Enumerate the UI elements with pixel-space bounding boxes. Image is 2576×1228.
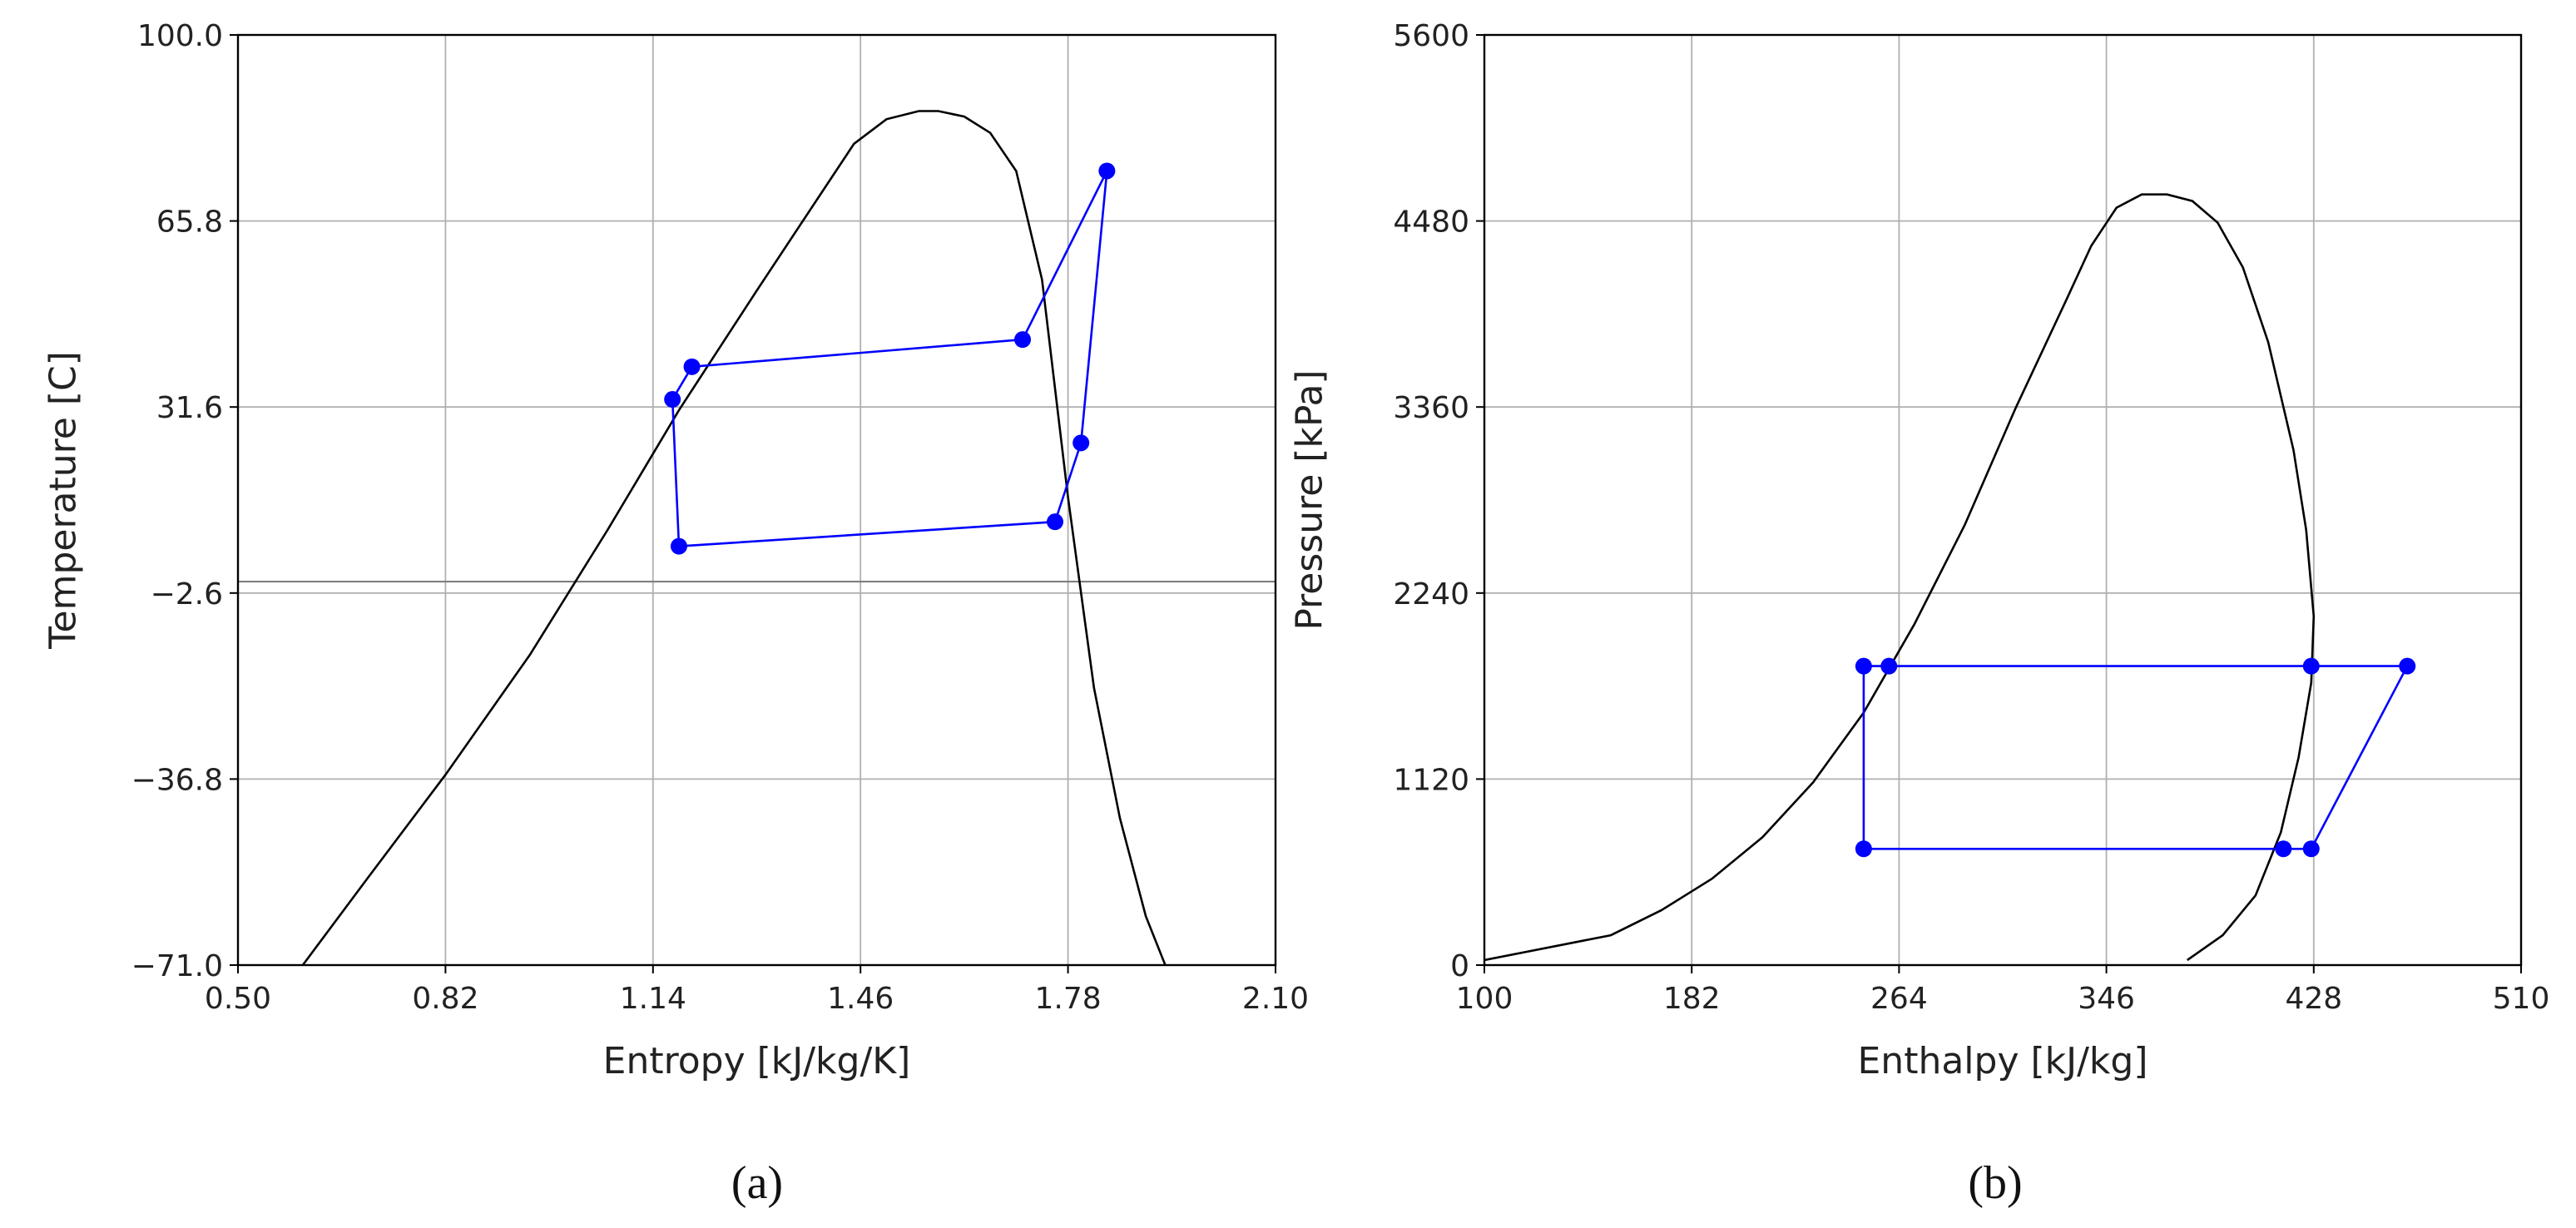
cycle-state-point bbox=[1855, 657, 1872, 675]
cycle-state-point bbox=[670, 537, 687, 555]
cycle-state-point bbox=[1047, 513, 1064, 531]
panel-a-cycle-line bbox=[671, 170, 1108, 547]
y-tick-label: 0 bbox=[1450, 949, 1469, 983]
y-tick-label: 3360 bbox=[1393, 391, 1469, 425]
panel-b-grid bbox=[1484, 34, 2522, 966]
panel-b-ticks bbox=[1476, 34, 2522, 973]
x-tick-label: 510 bbox=[2493, 982, 2550, 1016]
panel-a-cycle-markers bbox=[664, 162, 1116, 555]
y-tick-label: −2.6 bbox=[151, 577, 223, 612]
x-tick-label: 1.14 bbox=[620, 982, 686, 1016]
x-tick-label: 1.46 bbox=[827, 982, 894, 1016]
panel-b-plot-area bbox=[1484, 193, 2416, 962]
panel-b-x-axis-label: Enthalpy [kJ/kg] bbox=[1858, 1040, 2148, 1082]
panel-a-caption: (a) bbox=[731, 1157, 783, 1209]
cycle-state-point bbox=[1098, 162, 1116, 180]
y-tick-label: 2240 bbox=[1393, 577, 1469, 612]
panel-a-plot-frame bbox=[236, 33, 1277, 967]
panel-b-x-tick-labels: 100 182 264 346 428 510 bbox=[1456, 982, 2550, 1016]
x-tick-label: 0.82 bbox=[412, 982, 478, 1016]
y-tick-label: 65.8 bbox=[156, 205, 223, 240]
panel-a-y-tick-labels: −71.0 −36.8 −2.6 31.6 65.8 100.0 bbox=[131, 19, 223, 983]
x-tick-label: 428 bbox=[2285, 982, 2342, 1016]
x-tick-label: 1.78 bbox=[1035, 982, 1102, 1016]
y-tick-label: 5600 bbox=[1393, 19, 1469, 53]
x-tick-label: 0.50 bbox=[205, 982, 271, 1016]
panel-a-saturation-dome-line bbox=[301, 110, 1167, 965]
panel-b-caption: (b) bbox=[1968, 1157, 2022, 1209]
y-tick-label: 4480 bbox=[1393, 205, 1469, 240]
panel-b-plot-frame bbox=[1483, 33, 2523, 967]
panel-b-y-tick-labels: 0 1120 2240 3360 4480 5600 bbox=[1393, 19, 1469, 983]
panel-a-x-axis-label: Entropy [kJ/kg/K] bbox=[603, 1040, 911, 1082]
panel-a-chart: 0.50 0.82 1.14 1.46 1.78 2.10 −71.0 −36.… bbox=[42, 19, 1310, 1209]
panel-a-x-tick-labels: 0.50 0.82 1.14 1.46 1.78 2.10 bbox=[205, 982, 1309, 1016]
cycle-state-point bbox=[1014, 331, 1032, 349]
cycle-state-point bbox=[664, 391, 681, 409]
cycle-state-point bbox=[2275, 840, 2292, 858]
panel-b-chart: 100 182 264 346 428 510 0 1120 2240 3360… bbox=[1289, 19, 2550, 1209]
cycle-state-point bbox=[2399, 657, 2416, 675]
panel-b-saturation-dome-line bbox=[1484, 193, 2316, 962]
cycle-state-point bbox=[1073, 434, 1090, 452]
panel-a-plot-area bbox=[301, 110, 1167, 965]
x-tick-label: 182 bbox=[1663, 982, 1721, 1016]
y-tick-label: −36.8 bbox=[131, 763, 223, 797]
y-tick-label: 31.6 bbox=[156, 391, 223, 425]
cycle-state-point bbox=[2302, 840, 2320, 858]
y-tick-label: −71.0 bbox=[131, 949, 223, 983]
panel-a-y-axis-label: Temperature [C] bbox=[42, 351, 85, 650]
panel-b-cycle-line bbox=[1862, 665, 2410, 850]
panel-a-ticks bbox=[230, 34, 1276, 973]
cycle-state-point bbox=[1855, 840, 1872, 858]
x-tick-label: 100 bbox=[1456, 982, 1513, 1016]
x-tick-label: 264 bbox=[1870, 982, 1928, 1016]
cycle-state-point bbox=[2302, 657, 2320, 675]
panel-b-cycle-markers bbox=[1855, 657, 2416, 858]
x-tick-label: 346 bbox=[2078, 982, 2135, 1016]
panel-a-grid bbox=[237, 34, 1276, 966]
panel-b-y-axis-label: Pressure [kPa] bbox=[1289, 369, 1331, 630]
cycle-state-point bbox=[683, 358, 701, 375]
y-tick-label: 1120 bbox=[1393, 763, 1469, 797]
cycle-state-point bbox=[1880, 657, 1898, 675]
x-tick-label: 2.10 bbox=[1242, 982, 1309, 1016]
y-tick-label: 100.0 bbox=[137, 19, 223, 53]
